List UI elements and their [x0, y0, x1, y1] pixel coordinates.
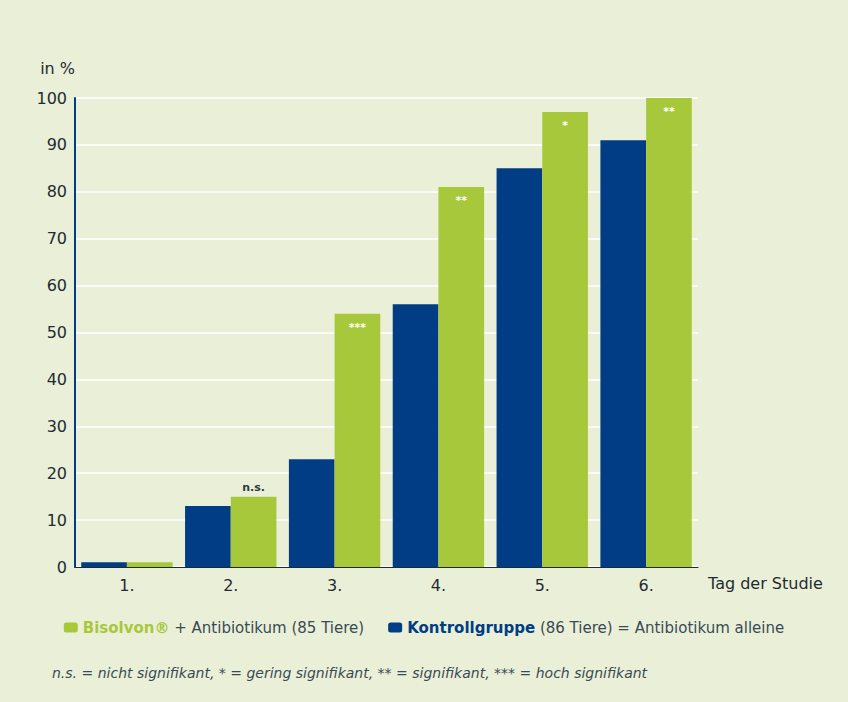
svg-text:3.: 3.: [327, 576, 342, 595]
svg-text:90: 90: [47, 135, 67, 154]
svg-text:70: 70: [47, 229, 67, 248]
svg-text:5.: 5.: [535, 576, 550, 595]
svg-text:Tag der Studie: Tag der Studie: [707, 574, 823, 593]
svg-text:(86 Tiere) = Antibiotikum alle: (86 Tiere) = Antibiotikum alleine: [535, 619, 784, 637]
svg-text:**: **: [456, 194, 468, 207]
svg-text:60: 60: [47, 276, 67, 295]
svg-text:50: 50: [47, 323, 67, 342]
svg-text:10: 10: [47, 511, 67, 530]
svg-text:6.: 6.: [638, 576, 653, 595]
svg-text:4.: 4.: [431, 576, 446, 595]
svg-text:Kontrollgruppe: Kontrollgruppe: [407, 619, 535, 637]
svg-text:Bisolvon®: Bisolvon®: [83, 619, 170, 637]
svg-text:n.s. = nicht signifikant, * =: n.s. = nicht signifikant, * = gering sig…: [52, 665, 648, 681]
svg-text:100: 100: [36, 89, 67, 108]
svg-text:30: 30: [47, 417, 67, 436]
svg-text:2.: 2.: [223, 576, 238, 595]
svg-text:in %: in %: [40, 59, 75, 78]
svg-text:40: 40: [47, 370, 67, 389]
svg-text:**: **: [663, 105, 675, 118]
svg-text:20: 20: [47, 464, 67, 483]
svg-text:1.: 1.: [119, 576, 134, 595]
svg-text:n.s.: n.s.: [242, 481, 265, 494]
svg-text:***: ***: [349, 321, 367, 334]
svg-text:80: 80: [47, 182, 67, 201]
svg-text:+ Antibiotikum (85 Tiere): + Antibiotikum (85 Tiere): [169, 619, 364, 637]
svg-text:*: *: [562, 119, 568, 132]
svg-text:0: 0: [57, 558, 67, 577]
